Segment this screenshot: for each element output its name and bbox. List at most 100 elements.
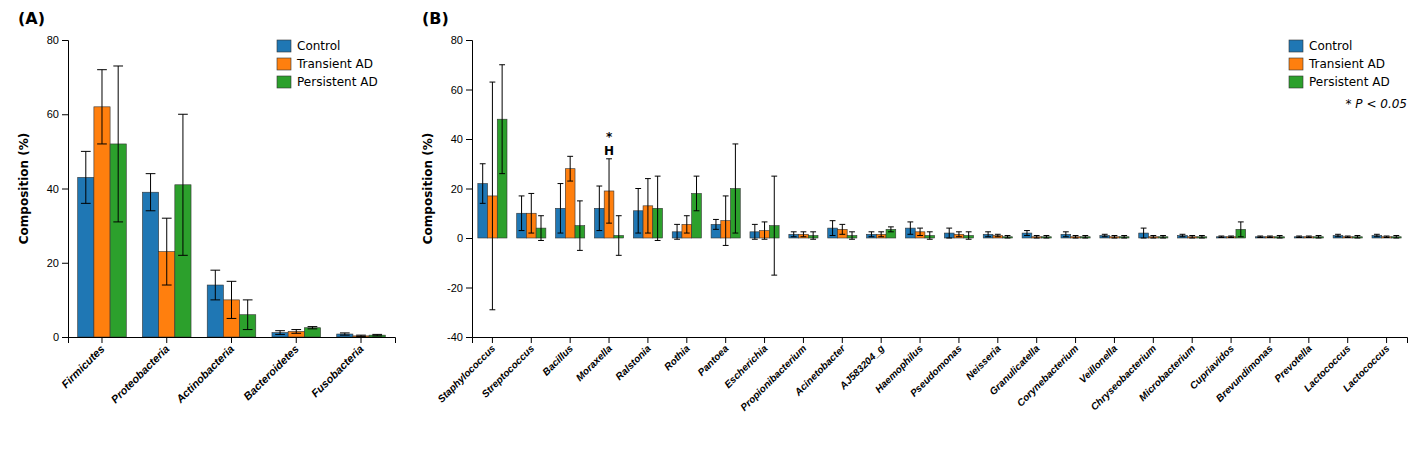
annotation: * [606, 130, 613, 144]
error-bar-line [1335, 236, 1341, 237]
tick-mark [466, 139, 472, 140]
error-bar-line [869, 236, 875, 237]
error-bar [1024, 231, 1030, 236]
error-bar-line [81, 151, 91, 152]
error-bar-line [1228, 236, 1234, 237]
tick-mark [466, 238, 472, 239]
error-bar-line [645, 178, 651, 179]
error-bar-line [560, 184, 561, 234]
tick-mark [1192, 337, 1193, 343]
error-bar-line [480, 163, 486, 164]
tick: Firmicutes [59, 337, 107, 390]
tick-label: Firmicutes [59, 343, 107, 391]
error-bar [538, 216, 544, 241]
error-bar-line [674, 224, 680, 225]
tick-mark [997, 337, 998, 343]
y-axis: -40-20020406080 [447, 34, 472, 343]
error-bar-line [606, 158, 612, 159]
error-bar-line [752, 239, 758, 240]
error-bar-line [227, 318, 237, 319]
tick-label: 0 [457, 232, 463, 244]
error-bar-line [97, 143, 107, 144]
error-bar-line [732, 233, 738, 234]
error-bar-line [210, 299, 220, 300]
error-bar [1005, 236, 1011, 238]
y-axis-title: Composition (%) [17, 133, 31, 244]
bar [1382, 237, 1392, 238]
tick: Prevotella [1272, 337, 1314, 384]
tick-mark [1114, 337, 1115, 343]
error-bar-line [645, 233, 651, 234]
tick: -20 [447, 282, 472, 294]
error-bar-line [995, 236, 1001, 237]
error-bar-line [146, 173, 156, 174]
error-bar-line [97, 69, 107, 70]
tick-label: Lactococcus [1341, 342, 1392, 393]
bar [1304, 237, 1314, 238]
error-bar-line [1316, 235, 1322, 236]
error-bar [1393, 236, 1399, 238]
tick-mark [466, 288, 472, 289]
tick: Lactococcus [1341, 337, 1392, 394]
error-bar-line [618, 216, 619, 256]
error-bar-line [502, 65, 503, 174]
tick-label: 40 [47, 183, 59, 195]
error-bar-line [791, 236, 797, 237]
tick-label: 0 [53, 331, 59, 343]
error-bar-line [1316, 238, 1322, 239]
error-bar-line [101, 70, 102, 144]
error-bar-line [801, 236, 807, 237]
error-bar-line [910, 222, 911, 234]
tick-label: Acinetobacter [792, 342, 848, 398]
tick-mark [1308, 337, 1309, 343]
tick: Moraxella [574, 337, 615, 383]
error-bar-line [647, 179, 648, 233]
tick: 40 [47, 183, 68, 195]
error-bar [694, 176, 700, 211]
error-bar [227, 281, 237, 318]
error-bar-line [917, 228, 923, 229]
tick-mark [492, 337, 493, 343]
legend-label: Transient AD [1308, 57, 1385, 71]
legend-label: Persistent AD [297, 75, 378, 89]
error-bar-line [920, 228, 921, 235]
error-bar [917, 228, 923, 235]
error-bar-line [178, 255, 188, 256]
error-bar [1112, 236, 1118, 238]
error-bar-line [888, 231, 894, 232]
error-bar-line [1005, 235, 1011, 236]
error-bar-line [830, 235, 836, 236]
error-bar-line [489, 309, 495, 310]
error-bar [1345, 236, 1351, 237]
error-bar-line [771, 176, 777, 177]
error-bar-line [907, 234, 913, 235]
error-bar-line [655, 240, 661, 241]
error-bar-line [1296, 237, 1302, 238]
error-bar-line [356, 335, 366, 336]
error-bar-line [852, 232, 853, 239]
tick-label: -20 [447, 282, 463, 294]
bar [142, 192, 158, 337]
error-bar [713, 219, 719, 229]
error-bar-line [521, 196, 522, 231]
error-bar-line [849, 239, 855, 240]
tick-label: 60 [47, 108, 59, 120]
error-bar-line [1121, 235, 1127, 236]
tick: Acinetobacter [792, 337, 848, 398]
error-bar [1218, 236, 1224, 237]
bar [1343, 237, 1353, 238]
error-bar-line [1218, 237, 1224, 238]
error-bar-line [538, 240, 544, 241]
tick-mark [842, 337, 843, 343]
tick-label: Bacteroidetes [241, 343, 301, 403]
error-bar [1384, 236, 1390, 237]
tick-label: Proteobacteria [108, 343, 171, 406]
error-bar [966, 232, 972, 239]
error-bar [480, 164, 486, 204]
tick: Bacteroidetes [241, 337, 301, 402]
tick-mark [686, 337, 687, 343]
error-bar-line [528, 233, 534, 234]
error-bar-line [1345, 236, 1351, 237]
tick-mark [466, 189, 472, 190]
error-bar [684, 216, 690, 233]
